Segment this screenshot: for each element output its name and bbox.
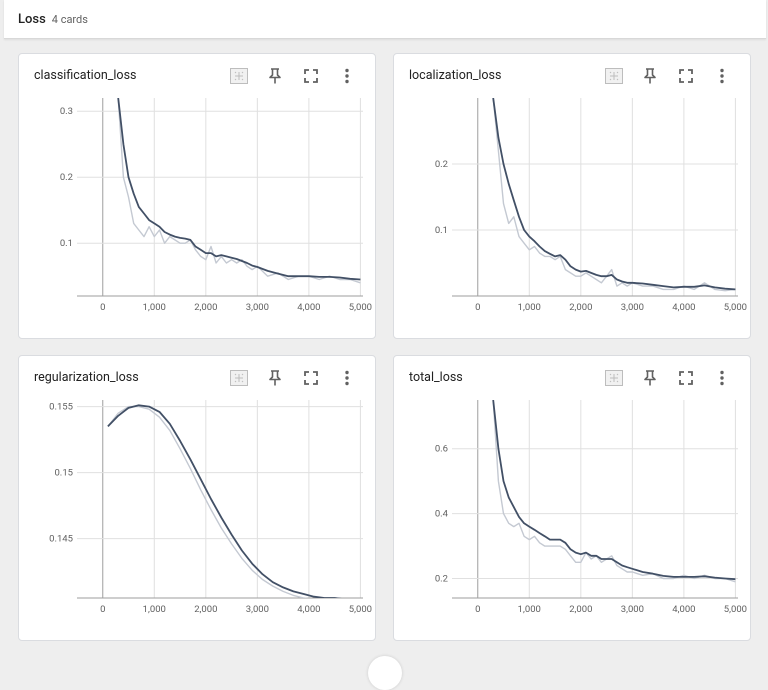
card-group-header[interactable]: Loss 4 cards [4, 0, 766, 39]
x-tick-label: 0 [475, 604, 480, 615]
fit-domain-button[interactable] [221, 367, 257, 389]
more-vert-icon [345, 68, 349, 84]
x-tick-label: 5,000 [724, 604, 747, 615]
y-tick-label: 0.6 [435, 444, 448, 455]
line-chart[interactable]: 0 1,000 2,000 3,000 4,000 5,000 0.2 0.4 0.6 [394, 396, 750, 636]
x-tick-label: 0 [475, 302, 480, 313]
card-regularization-loss: regularization_loss 0 1,000 2,000 3,000 4,000… [18, 355, 376, 641]
card-title: total_loss [409, 370, 463, 385]
pin-icon [644, 68, 656, 84]
fullscreen-button[interactable] [293, 367, 329, 389]
y-tick-label: 0.15 [54, 468, 73, 479]
x-tick-label: 0 [100, 604, 105, 615]
fullscreen-button[interactable] [668, 367, 704, 389]
card-localization-loss: localization_loss 0 1,000 2,000 3,000 4,000 5,… [393, 53, 751, 339]
more-options-button[interactable] [329, 367, 365, 389]
more-options-button[interactable] [704, 367, 740, 389]
pin-icon [269, 370, 281, 386]
more-vert-icon [345, 370, 349, 386]
x-tick-label: 4,000 [297, 604, 320, 615]
x-tick-label: 5,000 [724, 302, 747, 313]
card-title: localization_loss [409, 68, 502, 83]
x-tick-label: 3,000 [246, 302, 269, 313]
line-chart[interactable]: 0 1,000 2,000 3,000 4,000 5,000 0.1 0.2 [394, 94, 750, 334]
card-toolbar [221, 367, 365, 389]
fit-domain-icon [230, 68, 248, 84]
raw-series-line [492, 98, 736, 292]
fit-domain-button[interactable] [596, 367, 632, 389]
x-tick-label: 1,000 [518, 302, 541, 313]
smoothed-series-line [107, 404, 342, 598]
fit-domain-button[interactable] [596, 65, 632, 87]
fit-domain-button[interactable] [221, 65, 257, 87]
y-tick-label: 0.155 [49, 402, 73, 413]
x-tick-label: 0 [100, 302, 105, 313]
y-tick-label: 0.1 [60, 238, 73, 249]
card-title: regularization_loss [34, 370, 139, 385]
more-vert-icon [720, 68, 724, 84]
raw-series-line [107, 405, 310, 598]
fit-domain-icon [230, 370, 248, 386]
fit-domain-icon [605, 68, 623, 84]
x-tick-label: 3,000 [621, 302, 644, 313]
x-tick-label: 2,000 [194, 604, 217, 615]
x-tick-label: 1,000 [518, 604, 541, 615]
raw-series-line [492, 400, 736, 583]
fullscreen-icon [679, 69, 693, 83]
more-options-button[interactable] [329, 65, 365, 87]
pin-icon [644, 370, 656, 386]
smoothed-series-line [117, 98, 361, 281]
x-tick-label: 1,000 [143, 604, 166, 615]
y-tick-label: 0.2 [60, 172, 73, 183]
fullscreen-button[interactable] [293, 65, 329, 87]
pin-button[interactable] [257, 65, 293, 87]
x-tick-label: 2,000 [569, 604, 592, 615]
y-tick-label: 0.1 [435, 225, 448, 236]
card-toolbar [596, 65, 740, 87]
smoothed-series-line [492, 98, 736, 291]
y-tick-label: 0.4 [435, 509, 449, 520]
more-options-button[interactable] [704, 65, 740, 87]
fullscreen-button[interactable] [668, 65, 704, 87]
card-classification-loss: classification_loss 0 1,000 2,000 3,000 4,000… [18, 53, 376, 339]
x-tick-label: 4,000 [672, 302, 695, 313]
x-tick-label: 1,000 [143, 302, 166, 313]
card-total-loss: total_loss 0 1,000 2,000 3,000 4,000 5,000 0.2 0… [393, 355, 751, 641]
x-tick-label: 4,000 [297, 302, 320, 313]
fullscreen-icon [304, 371, 318, 385]
x-tick-label: 4,000 [672, 604, 695, 615]
scroll-button[interactable] [368, 656, 402, 690]
card-toolbar [596, 367, 740, 389]
group-card-count: 4 cards [51, 12, 88, 26]
y-tick-label: 0.2 [435, 574, 448, 585]
fit-domain-icon [605, 370, 623, 386]
x-tick-label: 2,000 [569, 302, 592, 313]
card-toolbar [221, 65, 365, 87]
card-title: classification_loss [34, 68, 137, 83]
line-chart[interactable]: 0 1,000 2,000 3,000 4,000 5,000 0.1 0.2 0.3 [19, 94, 375, 334]
more-vert-icon [720, 370, 724, 386]
x-tick-label: 3,000 [621, 604, 644, 615]
x-tick-label: 5,000 [349, 604, 372, 615]
x-tick-label: 3,000 [246, 604, 269, 615]
pin-button[interactable] [632, 367, 668, 389]
y-tick-label: 0.145 [49, 534, 73, 545]
pin-icon [269, 68, 281, 84]
y-tick-label: 0.3 [60, 106, 73, 117]
line-chart[interactable]: 0 1,000 2,000 3,000 4,000 5,000 0.145 0.15 0.155 [19, 396, 375, 636]
x-tick-label: 5,000 [349, 302, 372, 313]
x-tick-label: 2,000 [194, 302, 217, 313]
fullscreen-icon [304, 69, 318, 83]
y-tick-label: 0.2 [435, 159, 448, 170]
pin-button[interactable] [632, 65, 668, 87]
fullscreen-icon [679, 371, 693, 385]
smoothed-series-line [492, 400, 736, 581]
group-title: Loss [18, 11, 46, 27]
pin-button[interactable] [257, 367, 293, 389]
